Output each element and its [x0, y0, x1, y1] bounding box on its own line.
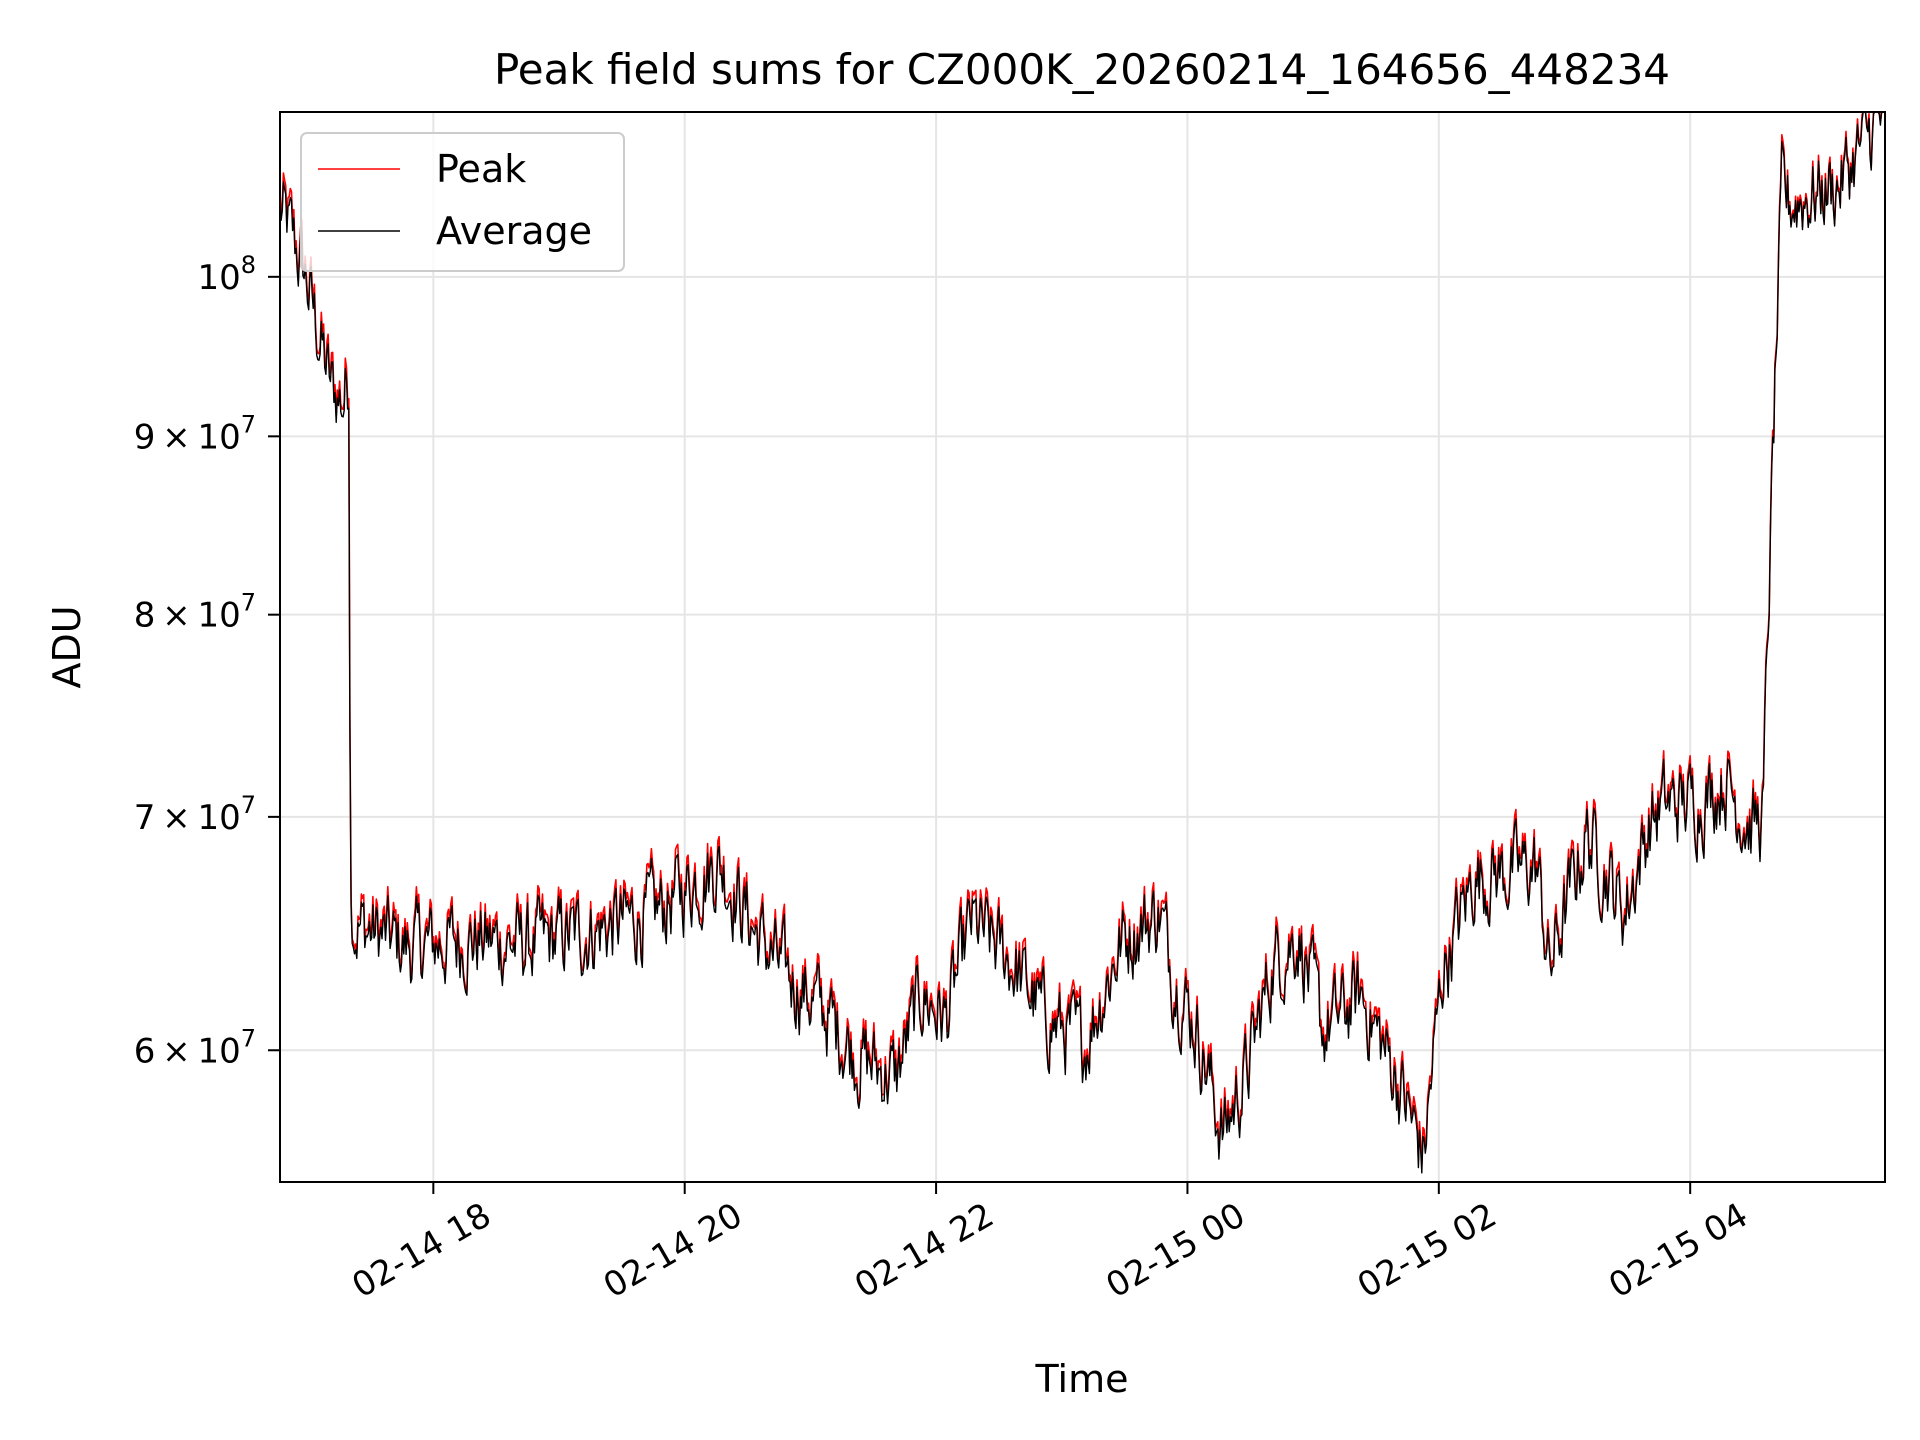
legend: Peak Average	[300, 132, 625, 272]
y-tick-label: 8 × 107	[134, 589, 256, 636]
y-tick-label: 6 × 107	[134, 1024, 256, 1071]
y-ticks: 6 × 107 7 × 107 8 × 107 9 × 107 108	[134, 251, 280, 1071]
legend-label-average: Average	[436, 209, 592, 253]
y-tick-label: 9 × 107	[134, 410, 256, 457]
grid	[280, 112, 1885, 1182]
legend-label-peak: Peak	[436, 147, 526, 191]
y-tick-label: 108	[197, 251, 256, 298]
y-axis-label: ADU	[45, 605, 89, 688]
legend-box	[300, 132, 625, 272]
chart-title: Peak field sums for CZ000K_20260214_1646…	[494, 45, 1670, 94]
series-line-average	[279, 111, 1885, 1174]
y-tick-label: 7 × 107	[134, 791, 256, 838]
plot-area	[279, 111, 1885, 1174]
x-axis-label: Time	[1035, 1357, 1129, 1401]
axes-frame	[279, 111, 1886, 1183]
